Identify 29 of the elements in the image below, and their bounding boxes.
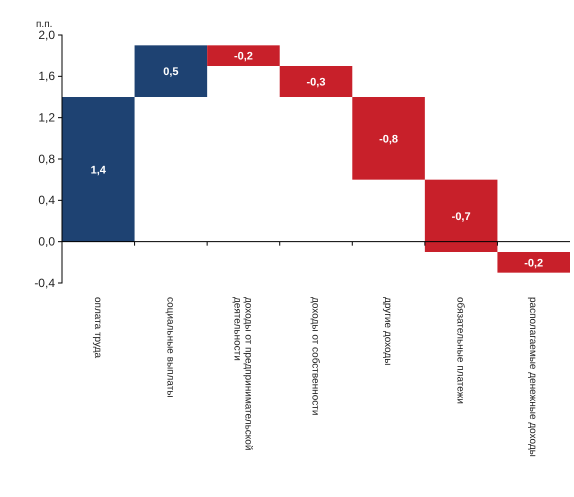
x-tick-label: оплата труда bbox=[92, 297, 103, 358]
x-tick-label: доходы от предпринимательской деятельности bbox=[231, 297, 254, 450]
data-label: 0,5 bbox=[163, 66, 179, 78]
y-tick-label: -0,4 bbox=[34, 276, 56, 290]
bar bbox=[207, 45, 280, 66]
data-label: -0,8 bbox=[379, 133, 398, 146]
x-tick-label: располагаемые денежные доходы bbox=[527, 297, 538, 457]
y-axis-title: п.п. bbox=[36, 19, 52, 30]
x-tick-label: социальные выплаты bbox=[164, 297, 176, 398]
bar bbox=[497, 252, 570, 273]
y-tick-label: 1,6 bbox=[38, 69, 56, 84]
x-tick-label: другие доходы bbox=[382, 297, 394, 366]
data-label: -0,3 bbox=[306, 76, 326, 88]
data-label: 1,4 bbox=[90, 164, 107, 176]
x-tick-label: обязательные платежи bbox=[454, 297, 466, 404]
bar bbox=[134, 45, 208, 97]
y-tick-label: 0,8 bbox=[38, 152, 56, 166]
bar bbox=[424, 180, 498, 252]
y-tick-label: 2,0 bbox=[38, 28, 56, 42]
data-label: -0,2 bbox=[234, 50, 253, 63]
bar bbox=[62, 97, 135, 242]
y-tick-label: 1,2 bbox=[38, 110, 56, 125]
x-tick-label: доходы от собственности bbox=[310, 297, 320, 416]
y-tick-label: 0,4 bbox=[38, 193, 56, 208]
bar bbox=[280, 66, 352, 97]
bar bbox=[352, 97, 425, 180]
y-tick-label: 0,0 bbox=[38, 234, 56, 249]
data-label: -0,7 bbox=[452, 210, 471, 223]
data-label: -0,2 bbox=[524, 257, 544, 270]
